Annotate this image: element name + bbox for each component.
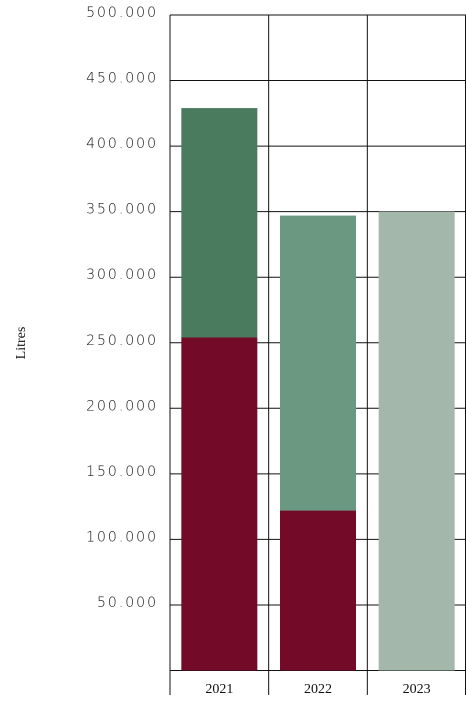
bar-segment [181, 337, 258, 671]
y-tick-label: 350.000 [86, 202, 158, 218]
x-tick-label: 2022 [304, 682, 332, 697]
bar-segment [181, 108, 258, 338]
x-tick-label: 2021 [205, 682, 233, 697]
y-tick-label: 450.000 [86, 71, 158, 87]
y-tick-label: 400.000 [86, 136, 158, 152]
bar-segment [378, 211, 455, 671]
y-tick-label: 200.000 [86, 398, 158, 414]
y-tick-label: 50.000 [97, 595, 158, 611]
bar-segment [280, 215, 356, 511]
bar-segment [280, 510, 356, 671]
y-tick-label: 300.000 [86, 267, 158, 283]
y-tick-label: 100.000 [86, 529, 158, 545]
y-axis-label: Litres [14, 327, 29, 360]
y-tick-label: 150.000 [86, 464, 158, 480]
y-tick-label: 250.000 [86, 333, 158, 349]
x-tick-label: 2023 [403, 682, 431, 697]
y-tick-label: 500.000 [86, 5, 158, 21]
